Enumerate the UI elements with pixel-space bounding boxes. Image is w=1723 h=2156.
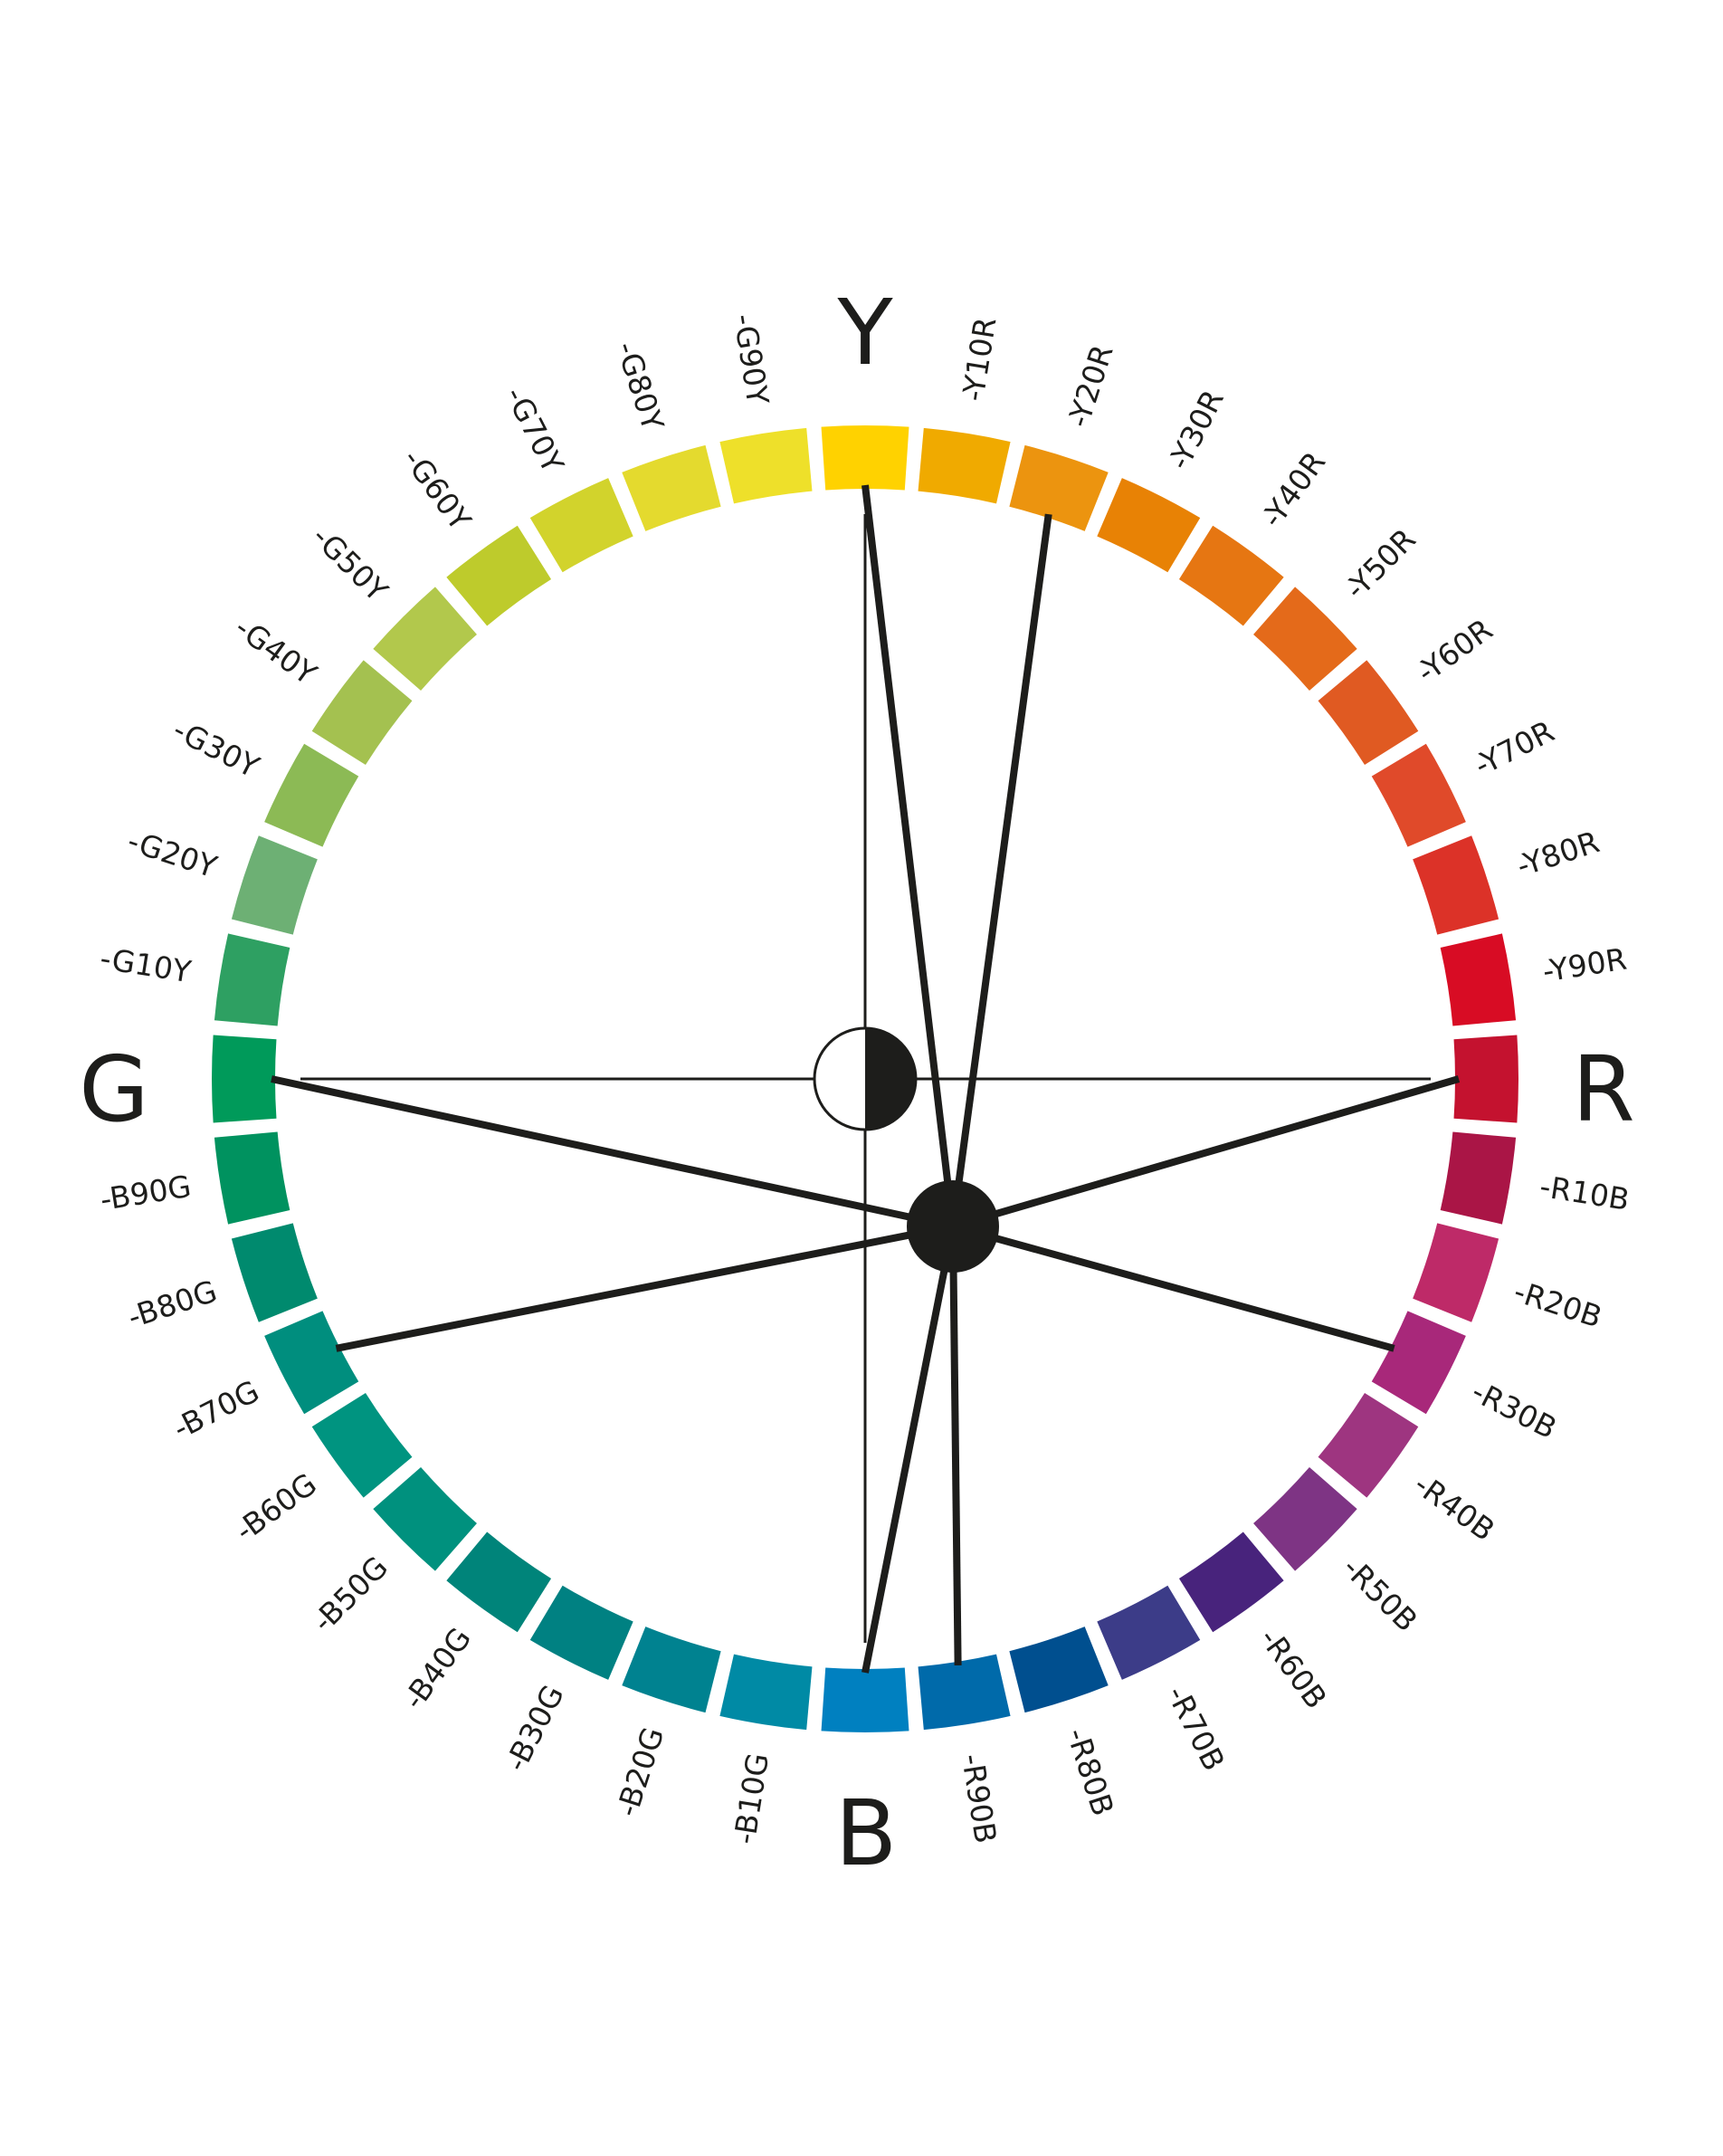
spoke-line: [951, 1075, 1461, 1230]
hue-segment: [1097, 1585, 1201, 1680]
hue-label: -B50G: [305, 1550, 395, 1639]
hue-segment: [446, 525, 552, 626]
spoke-line: [951, 1223, 1395, 1352]
hue-label: -R30B: [1466, 1374, 1562, 1446]
hue-label: -B20G: [609, 1723, 671, 1821]
hue-segment: [529, 1585, 633, 1680]
hue-segment: [311, 660, 413, 766]
neutral-marker: [813, 1026, 918, 1131]
hue-label: -B70G: [167, 1373, 265, 1446]
primary-label-g: G: [79, 1036, 149, 1142]
hue-segment: [1097, 478, 1201, 573]
hue-label: -G40Y: [228, 609, 323, 692]
hue-segment: [311, 1392, 413, 1498]
neutral-marker-black-half: [865, 1028, 916, 1130]
hue-segment: [719, 427, 813, 504]
hue-label: -R80B: [1060, 1723, 1121, 1820]
hue-segment: [821, 425, 909, 491]
hue-label: -G10Y: [98, 940, 195, 989]
hue-segment: [1413, 835, 1499, 935]
hue-segment: [1253, 1467, 1357, 1571]
hue-label: -Y20R: [1061, 340, 1120, 432]
hue-label: -B80G: [123, 1274, 221, 1335]
spoke-line: [949, 1226, 962, 1665]
hue-label: -B30G: [498, 1679, 571, 1777]
hue-segment: [214, 1131, 290, 1225]
primary-label-r: R: [1572, 1036, 1634, 1142]
hue-segment: [1318, 1392, 1419, 1498]
hue-label: -Y90R: [1540, 941, 1629, 989]
hue-segment: [918, 427, 1011, 504]
spoke-line: [949, 513, 1052, 1227]
hue-label: -B90G: [98, 1169, 194, 1217]
hue-segment: [918, 1654, 1011, 1731]
hue-segment: [446, 1531, 552, 1633]
hue-label: -G80Y: [609, 337, 671, 435]
hue-segment: [231, 1223, 318, 1322]
hue-segment: [821, 1667, 909, 1732]
hue-segment: [264, 743, 359, 847]
hue-label: -B10G: [727, 1751, 776, 1846]
hue-label: -B60G: [228, 1466, 323, 1549]
hue-segment: [1371, 743, 1466, 847]
hue-segment: [1009, 444, 1109, 531]
hue-label: -R20B: [1509, 1274, 1606, 1335]
primary-labels: Y R B G: [79, 280, 1634, 1886]
hue-segment: [373, 1467, 477, 1571]
hue-segment: [1318, 660, 1419, 766]
hue-segments: [211, 425, 1518, 1732]
spoke-line: [862, 484, 957, 1227]
hue-segment: [373, 587, 477, 691]
hub-dot: [907, 1180, 999, 1273]
hue-segment: [1371, 1311, 1466, 1415]
hue-label: -G30Y: [167, 711, 265, 785]
spoke-line: [335, 1223, 954, 1352]
hue-segment: [1413, 1223, 1499, 1322]
hue-label: -G90Y: [727, 311, 776, 408]
hue-label: -G70Y: [498, 381, 571, 479]
hue-label: -R40B: [1408, 1466, 1501, 1548]
hue-label: -Y50R: [1338, 521, 1423, 606]
hue-segment: [264, 1311, 359, 1415]
hue-label: -Y30R: [1161, 384, 1231, 475]
spoke-line: [271, 1075, 954, 1230]
hue-label: -R90B: [955, 1751, 1004, 1846]
spoke-line: [862, 1226, 957, 1674]
hue-segment: [231, 835, 318, 935]
hue-segment: [211, 1035, 277, 1123]
hue-segment: [1178, 525, 1284, 626]
hue-segment: [1453, 1035, 1518, 1123]
hue-segment: [529, 478, 633, 573]
hue-segment: [1253, 587, 1357, 691]
primary-label-y: Y: [836, 280, 893, 386]
hue-label: -Y60R: [1410, 612, 1499, 690]
hue-segment: [622, 444, 721, 531]
hue-segment: [719, 1654, 813, 1731]
spoke-lines: [271, 484, 1461, 1674]
hue-label: -Y80R: [1512, 824, 1604, 883]
hue-label: -G60Y: [395, 442, 478, 537]
hue-label: -R50B: [1336, 1550, 1424, 1638]
hue-label: -G20Y: [123, 823, 222, 885]
primary-label-b: B: [835, 1780, 898, 1886]
hue-label: -R70B: [1160, 1680, 1233, 1776]
hue-label: -B40G: [395, 1621, 478, 1716]
hue-label: -R10B: [1537, 1169, 1632, 1217]
hue-label: -G50Y: [305, 519, 395, 608]
hue-label: -Y10R: [955, 315, 1003, 404]
hue-label: -Y40R: [1254, 445, 1332, 534]
hue-segment: [1440, 933, 1517, 1026]
hue-segment: [622, 1627, 721, 1713]
hue-segment: [1178, 1531, 1284, 1633]
hue-segment: [214, 933, 290, 1026]
hue-segment: [1009, 1627, 1109, 1713]
hue-label: -Y70R: [1469, 713, 1560, 783]
hue-segment: [1440, 1131, 1517, 1225]
hue-label: -R60B: [1252, 1622, 1334, 1715]
